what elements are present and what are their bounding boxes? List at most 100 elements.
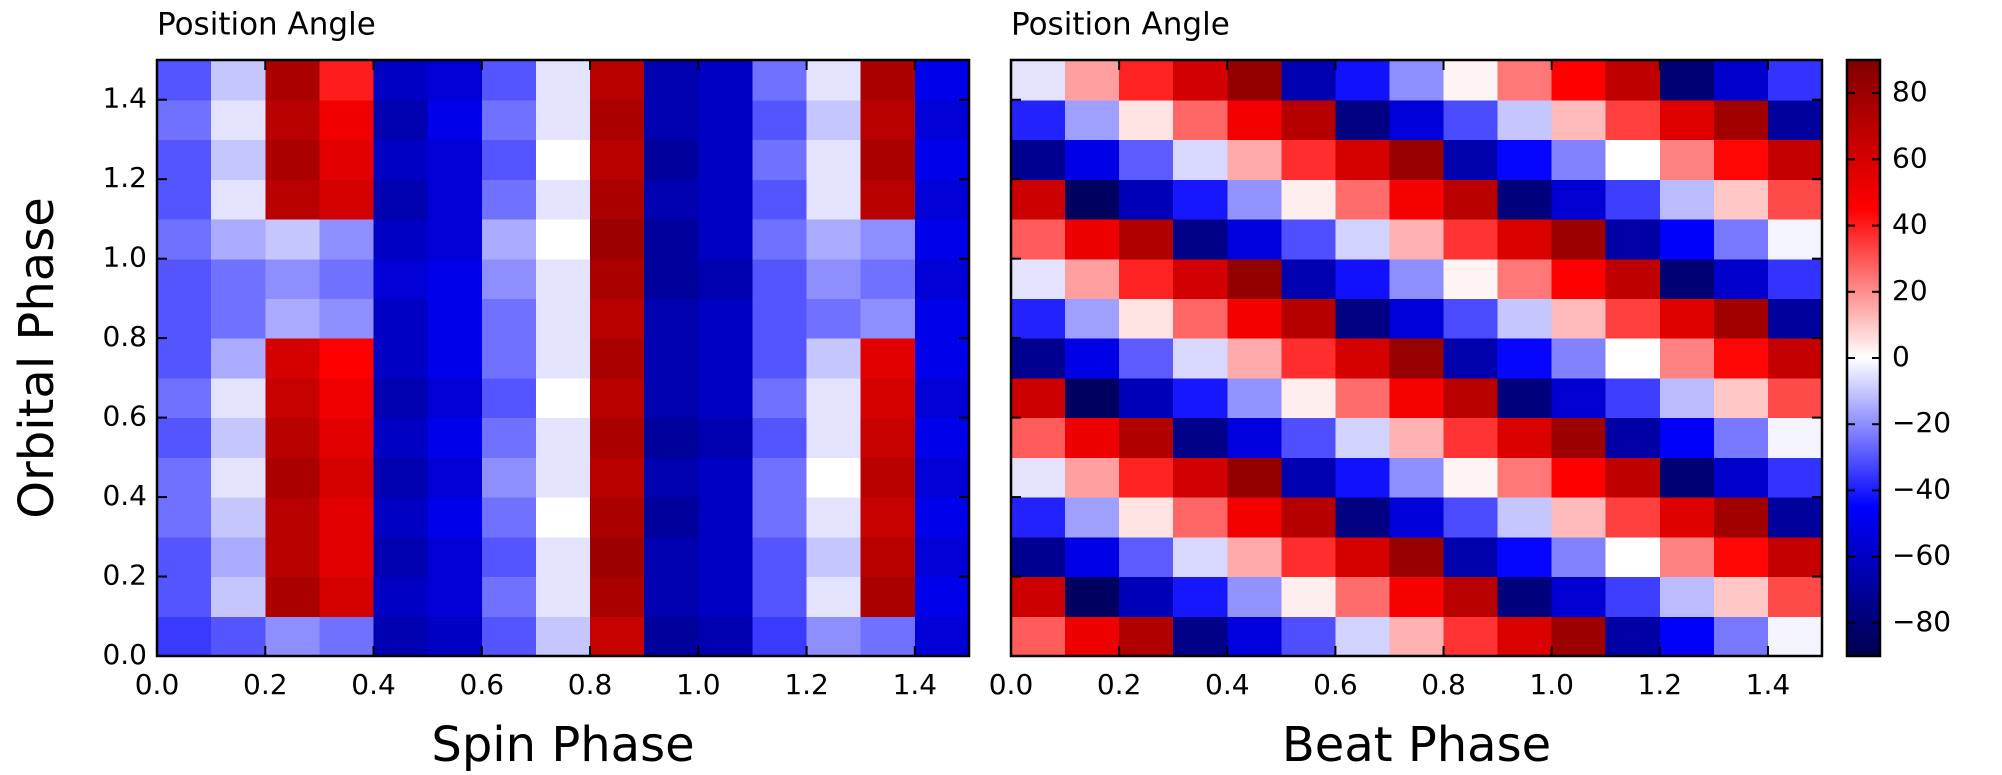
heatmap-cell: [265, 417, 320, 458]
heatmap-cell: [1605, 417, 1661, 458]
heatmap-cell: [752, 99, 808, 141]
heatmap-cell: [1767, 377, 1823, 419]
heatmap-cell: [806, 616, 862, 657]
x-tick-label: 0.4: [1205, 668, 1250, 701]
heatmap-cell: [1605, 60, 1661, 101]
heatmap-cell: [806, 457, 862, 498]
heatmap-cell: [319, 497, 375, 538]
heatmap-cell: [481, 497, 537, 538]
heatmap-cell: [1389, 417, 1445, 458]
heatmap-cell: [1173, 99, 1228, 141]
heatmap-cell: [1011, 616, 1066, 657]
x-axis-label: Spin Phase: [431, 717, 694, 773]
heatmap-cell: [535, 179, 591, 220]
heatmap-cell: [1389, 377, 1445, 419]
heatmap-cell: [1227, 417, 1282, 458]
x-tick-label: 0.2: [243, 668, 288, 701]
heatmap-cell: [1497, 298, 1553, 339]
heatmap-cell: [1389, 616, 1445, 657]
heatmap-cell: [590, 616, 645, 657]
heatmap-cell: [1065, 258, 1120, 299]
heatmap-cell: [427, 258, 483, 299]
heatmap-cell: [211, 576, 266, 617]
x-tick-label: 0.2: [1097, 668, 1142, 701]
heatmap-cell: [806, 338, 862, 379]
heatmap-cell: [373, 457, 429, 498]
heatmap-cell: [1281, 179, 1336, 220]
heatmap-cell: [1281, 258, 1336, 299]
heatmap-cell: [481, 258, 537, 299]
heatmap-cell: [644, 258, 699, 299]
heatmap-cell: [211, 338, 266, 379]
heatmap-cell: [211, 218, 266, 260]
heatmap-cell: [1767, 99, 1823, 141]
heatmap-cell: [1767, 576, 1823, 617]
heatmap-cell: [1767, 616, 1823, 657]
heatmap-cell: [1011, 576, 1066, 617]
heatmap-cell: [1497, 60, 1553, 101]
colorbar-tick-label: −20: [1892, 406, 1951, 439]
heatmap-cell: [1659, 457, 1715, 498]
heatmap-cell: [427, 60, 483, 101]
plot-frame: [155, 58, 971, 658]
heatmap-cell: [319, 258, 375, 299]
heatmap-cell: [1497, 377, 1553, 419]
heatmap-cell: [1119, 60, 1174, 101]
heatmap-cell: [1605, 576, 1661, 617]
heatmap-cell: [157, 417, 212, 458]
x-tick-label: 0.4: [351, 668, 396, 701]
heatmap-cell: [1011, 377, 1066, 419]
heatmap-cell: [1119, 497, 1174, 538]
heatmap-cell: [806, 576, 862, 617]
heatmap-cell: [806, 99, 862, 141]
heatmap-cell: [1119, 338, 1174, 379]
heatmap-cell: [1011, 497, 1066, 538]
heatmap-cell: [914, 338, 970, 379]
heatmap-cell: [1119, 576, 1174, 617]
heatmap-cell: [590, 497, 645, 538]
heatmap-cell: [860, 179, 916, 220]
heatmap-cell: [427, 536, 483, 578]
y-tick-label: 1.4: [102, 82, 147, 115]
heatmap-cell: [1227, 377, 1282, 419]
heatmap-cell: [860, 218, 916, 260]
heatmap-cell: [1497, 576, 1553, 617]
heatmap-cell: [752, 60, 808, 101]
heatmap-cell: [427, 179, 483, 220]
heatmap-cell: [265, 258, 320, 299]
heatmap-cell: [1605, 497, 1661, 538]
heatmap-cell: [1335, 457, 1391, 498]
heatmap-cell: [1065, 338, 1120, 379]
heatmap-cell: [1767, 258, 1823, 299]
heatmap-cell: [860, 536, 916, 578]
heatmap-cell: [1011, 417, 1066, 458]
y-tick-label: 0.8: [102, 320, 147, 353]
heatmap-cell: [373, 377, 429, 419]
y-tick-label: 1.0: [102, 241, 147, 274]
heatmap-cell: [590, 298, 645, 339]
heatmap-cell: [590, 99, 645, 141]
heatmap-cell: [1281, 218, 1336, 260]
y-axis-label: Orbital Phase: [9, 197, 65, 518]
heatmap-cell: [1497, 218, 1553, 260]
heatmap-cell: [752, 497, 808, 538]
heatmap-cell: [1713, 298, 1769, 339]
heatmap-cell: [265, 497, 320, 538]
heatmap-cell: [1713, 139, 1769, 180]
heatmap-cell: [1443, 60, 1499, 101]
heatmap-cell: [265, 338, 320, 379]
heatmap-cell: [373, 338, 429, 379]
heatmap-cell: [373, 576, 429, 617]
heatmap-cell: [1227, 179, 1282, 220]
plot-frame: [1009, 58, 1824, 658]
heatmap-cell: [481, 298, 537, 339]
heatmap-cell: [1227, 139, 1282, 180]
heatmap-cell: [698, 377, 754, 419]
heatmap-cell: [1227, 218, 1282, 260]
heatmap-cell: [806, 497, 862, 538]
heatmap-cell: [1335, 338, 1391, 379]
heatmap-cell: [1065, 536, 1120, 578]
heatmap-cell: [1551, 377, 1607, 419]
heatmap-cell: [1227, 60, 1282, 101]
heatmap-cell: [698, 417, 754, 458]
